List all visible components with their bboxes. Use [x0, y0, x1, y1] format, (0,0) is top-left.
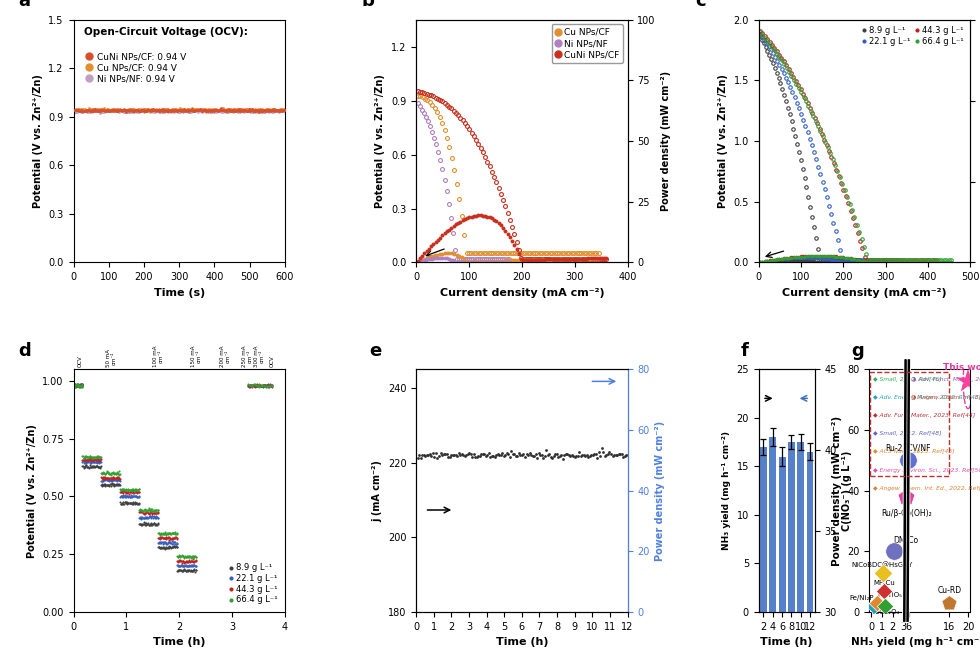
Text: ◆ ACS Nano, 2023. Ref[45]: ◆ ACS Nano, 2023. Ref[45]	[872, 449, 955, 454]
Legend: 8.9 g L⁻¹, 22.1 g L⁻¹, 44.3 g L⁻¹, 66.4 g L⁻¹: 8.9 g L⁻¹, 22.1 g L⁻¹, 44.3 g L⁻¹, 66.4 …	[225, 560, 281, 608]
Text: OCV: OCV	[77, 355, 82, 367]
Point	[876, 586, 892, 596]
Text: 250 mA
cm⁻²: 250 mA cm⁻²	[241, 345, 252, 367]
Y-axis label: Power density (mW cm⁻²): Power density (mW cm⁻²)	[832, 415, 842, 566]
Text: Fe/Ni₂P: Fe/Ni₂P	[849, 595, 873, 601]
Point	[898, 492, 913, 502]
X-axis label: Current density (mA cm⁻²): Current density (mA cm⁻²)	[440, 288, 604, 297]
X-axis label: Time (h): Time (h)	[760, 637, 813, 647]
X-axis label: Time (h): Time (h)	[153, 637, 206, 647]
Point	[901, 455, 916, 465]
Text: MP-Cu: MP-Cu	[874, 580, 896, 586]
Legend: 8.9 g L⁻¹, 22.1 g L⁻¹, 44.3 g L⁻¹, 66.4 g L⁻¹: 8.9 g L⁻¹, 22.1 g L⁻¹, 44.3 g L⁻¹, 66.4 …	[858, 24, 966, 49]
Text: d: d	[19, 342, 31, 359]
Text: ◆ Energy Environ. Sci., 2023. Ref[50]: ◆ Energy Environ. Sci., 2023. Ref[50]	[872, 468, 980, 472]
Text: This work: This work	[944, 363, 980, 372]
Point	[960, 376, 976, 387]
Text: DM-Co: DM-Co	[893, 536, 918, 545]
X-axis label: Time (s): Time (s)	[154, 288, 205, 297]
Point	[875, 567, 891, 578]
Text: ◆ Adv. Energy Mater., 2022. Ref[43]: ◆ Adv. Energy Mater., 2022. Ref[43]	[872, 395, 980, 399]
Text: ◆ Small, 2022. Ref[48]: ◆ Small, 2022. Ref[48]	[872, 431, 941, 436]
Legend: CuNi NPs/CF: 0.94 V, Cu NPs/CF: 0.94 V, Ni NPs/NF: 0.94 V: CuNi NPs/CF: 0.94 V, Cu NPs/CF: 0.94 V, …	[82, 49, 189, 88]
Text: Fe₂TiO₅: Fe₂TiO₅	[877, 592, 903, 598]
Point	[877, 601, 893, 611]
Y-axis label: Potential (V vs. Zn²⁺/Zn): Potential (V vs. Zn²⁺/Zn)	[718, 74, 728, 208]
Y-axis label: Potential (V vs. Zn²⁺/Zn): Potential (V vs. Zn²⁺/Zn)	[375, 74, 385, 208]
Text: ◆ Adv. Funt. Mater., 2023. Ref[44]: ◆ Adv. Funt. Mater., 2023. Ref[44]	[872, 413, 975, 418]
Text: 150 mA
cm⁻²: 150 mA cm⁻²	[191, 345, 202, 367]
Legend: Cu NPs/CF, Ni NPs/NF, CuNi NPs/CF: Cu NPs/CF, Ni NPs/NF, CuNi NPs/CF	[552, 24, 623, 63]
Bar	[788, 442, 795, 612]
Text: ◆ Angew. Chem. Int. Ed., 2022. Ref[47]: ◆ Angew. Chem. Int. Ed., 2022. Ref[47]	[872, 486, 980, 491]
Bar	[807, 452, 813, 612]
Text: NiCo₂O₄: NiCo₂O₄	[872, 609, 900, 615]
Text: 100 mA
cm⁻²: 100 mA cm⁻²	[153, 345, 164, 367]
Y-axis label: Power density (mW cm⁻²): Power density (mW cm⁻²)	[662, 71, 671, 211]
Text: e: e	[369, 342, 382, 359]
Text: NiCoBDC@HsGDY: NiCoBDC@HsGDY	[852, 561, 913, 568]
Y-axis label: Power density (mW cm⁻²): Power density (mW cm⁻²)	[656, 420, 665, 561]
Text: ◆ Small, 2022. Ref[46]: ◆ Small, 2022. Ref[46]	[872, 376, 941, 382]
Text: ◑ Adv. Funct. Mater., 2022. Ref[49]: ◑ Adv. Funct. Mater., 2022. Ref[49]	[910, 376, 980, 382]
Bar	[797, 442, 805, 612]
Text: Open-Circuit Voltage (OCV):: Open-Circuit Voltage (OCV):	[84, 27, 248, 37]
Text: Ru-25CV/NF: Ru-25CV/NF	[886, 443, 931, 453]
Text: g: g	[852, 342, 864, 359]
Point	[869, 597, 885, 608]
Y-axis label: Potential (V vs. Zn²⁺/Zn): Potential (V vs. Zn²⁺/Zn)	[33, 74, 43, 208]
X-axis label: Current density (mA cm⁻²): Current density (mA cm⁻²)	[782, 288, 947, 297]
Y-axis label: Potential (V vs. Zn²⁺/Zn): Potential (V vs. Zn²⁺/Zn)	[26, 424, 36, 557]
Text: Cu-RD: Cu-RD	[937, 586, 961, 595]
Text: Ru/β-Co(OH)₂: Ru/β-Co(OH)₂	[881, 509, 932, 518]
Point	[942, 597, 957, 608]
Point	[866, 601, 882, 611]
Text: 200 mA
cm⁻²: 200 mA cm⁻²	[220, 345, 231, 367]
Text: a: a	[19, 0, 30, 10]
Y-axis label: j (mA cm⁻²): j (mA cm⁻²)	[372, 460, 382, 522]
Text: b: b	[361, 0, 374, 10]
Text: f: f	[741, 342, 749, 359]
Bar	[760, 447, 767, 612]
Text: 300 mA
cm⁻²: 300 mA cm⁻²	[254, 345, 265, 367]
Text: ◑ Angew. Chem. Int. Ed., 2023. Ref[3]: ◑ Angew. Chem. Int. Ed., 2023. Ref[3]	[910, 395, 980, 399]
Y-axis label: C(NO₃⁻) (g L⁻¹): C(NO₃⁻) (g L⁻¹)	[843, 450, 853, 531]
X-axis label: NH₃ yield (mg h⁻¹ cm⁻²): NH₃ yield (mg h⁻¹ cm⁻²)	[851, 637, 980, 647]
Text: OCV: OCV	[270, 355, 274, 367]
Point	[886, 546, 902, 557]
Bar	[778, 457, 786, 612]
Text: c: c	[695, 0, 706, 10]
Text: 50 mA
cm⁻²: 50 mA cm⁻²	[106, 349, 117, 367]
Bar	[769, 437, 776, 612]
Y-axis label: NH₃ yield (mg h⁻¹ cm⁻²): NH₃ yield (mg h⁻¹ cm⁻²)	[722, 431, 731, 550]
X-axis label: Time (h): Time (h)	[496, 637, 548, 647]
